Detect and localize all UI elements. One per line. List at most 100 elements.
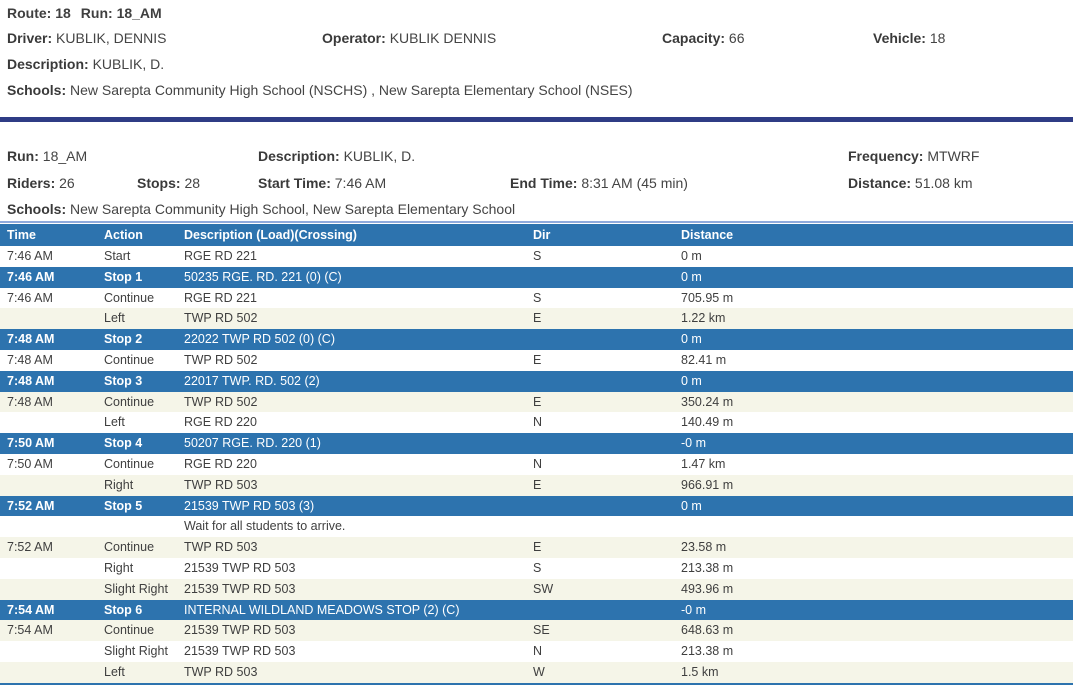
distance-cell: 0 m — [681, 498, 702, 513]
stops-value: 28 — [184, 175, 201, 191]
description-cell: RGE RD 220 — [184, 456, 257, 471]
route-description-field: Description: KUBLIK, D. — [7, 56, 164, 72]
stops-field: Stops: 28 — [137, 175, 200, 191]
action-cell: Stop 3 — [104, 373, 143, 388]
dir-cell: E — [533, 540, 542, 555]
start-time-label: Start Time: — [258, 175, 331, 191]
driver-label: Driver: — [7, 30, 53, 46]
description-cell: RGE RD 221 — [184, 290, 257, 305]
description-cell: TWP RD 503 — [184, 664, 258, 679]
description-label: Description: — [7, 56, 89, 72]
stop-row: 7:54 AM Stop 6 INTERNAL WILDLAND MEADOWS S… — [0, 599, 1073, 621]
time-cell: 7:48 AM — [7, 394, 53, 409]
direction-row: 7:48 AM Continue TWP RD 502 E 350.24 m — [0, 391, 1073, 413]
distance-cell: 140.49 m — [681, 415, 734, 430]
description-cell: Wait for all students to arrive. — [184, 519, 346, 534]
distance-value: 51.08 km — [914, 175, 973, 191]
distance-label: Distance: — [848, 175, 912, 191]
description-cell: 50235 RGE. RD. 221 (0) (C) — [184, 269, 342, 284]
time-cell: 7:52 AM — [7, 498, 55, 513]
action-cell: Stop 4 — [104, 436, 143, 451]
next-stop-row-partial — [0, 682, 1073, 685]
description-cell: TWP RD 503 — [184, 477, 258, 492]
dir-cell: S — [533, 560, 542, 575]
time-cell — [0, 475, 104, 496]
dir-cell: S — [533, 290, 542, 305]
description-cell: 21539 TWP RD 503 — [184, 623, 296, 638]
action-cell: Continue — [104, 456, 155, 471]
route-run-title: Route: 18 Run: 18_AM — [7, 5, 162, 21]
time-cell: 7:46 AM — [7, 269, 55, 284]
run-schools-value: New Sarepta Community High School, New S… — [70, 201, 516, 217]
action-cell: Stop 2 — [104, 332, 143, 347]
dir-cell — [533, 371, 681, 392]
route-directions-table: Time Action Description (Load)(Crossing)… — [0, 224, 1073, 683]
end-time-label: End Time: — [510, 175, 578, 191]
description-cell: TWP RD 502 — [184, 311, 258, 326]
run-description-value: KUBLIK, D. — [343, 148, 416, 164]
direction-row: Left RGE RD 220 N 140.49 m — [0, 412, 1073, 434]
distance-cell: 213.38 m — [681, 560, 734, 575]
vehicle-label: Vehicle: — [873, 30, 926, 46]
distance-column-header: Distance — [681, 228, 734, 242]
description-cell: INTERNAL WILDLAND MEADOWS STOP (2) (C) — [184, 602, 460, 617]
operator-label: Operator: — [322, 30, 386, 46]
section-divider — [0, 117, 1073, 122]
stop-row: 7:48 AM Stop 3 22017 TWP. RD. 502 (2) 0 m — [0, 370, 1073, 392]
driver-field: Driver: KUBLIK, DENNIS — [7, 30, 167, 46]
time-cell: 7:48 AM — [7, 352, 53, 367]
direction-row: 7:48 AM Continue TWP RD 502 E 82.41 m — [0, 349, 1073, 371]
description-column-header: Description (Load)(Crossing) — [184, 228, 357, 242]
description-cell: 22022 TWP RD 502 (0) (C) — [184, 332, 335, 347]
time-cell — [0, 579, 104, 600]
route-label: Route: — [7, 5, 52, 21]
description-cell: RGE RD 220 — [184, 415, 257, 430]
riders-value: 26 — [59, 175, 75, 191]
description-cell: 22017 TWP. RD. 502 (2) — [184, 373, 320, 388]
dir-cell: E — [533, 477, 542, 492]
end-time-value: 8:31 AM (45 min) — [581, 175, 688, 191]
dir-cell: E — [533, 394, 542, 409]
start-time-value: 7:46 AM — [334, 175, 387, 191]
time-cell: 7:46 AM — [7, 249, 53, 263]
description-value: KUBLIK, D. — [92, 56, 165, 72]
time-cell: 7:54 AM — [7, 623, 53, 638]
schools-label: Schools: — [7, 82, 67, 98]
operator-value: KUBLIK DENNIS — [389, 30, 497, 46]
dir-cell: SW — [533, 581, 554, 596]
direction-row: 7:50 AM Continue RGE RD 220 N 1.47 km — [0, 453, 1073, 475]
dir-cell — [533, 600, 681, 621]
distance-cell: 1.22 km — [681, 311, 726, 326]
direction-row: Left TWP RD 502 E 1.22 km — [0, 308, 1073, 330]
route-value: 18 — [55, 5, 71, 21]
description-cell: TWP RD 502 — [184, 352, 258, 367]
start-time-field: Start Time: 7:46 AM — [258, 175, 386, 191]
distance-cell: 0 m — [681, 249, 702, 263]
distance-cell: 23.58 m — [681, 540, 727, 555]
distance-cell: 1.5 km — [681, 664, 719, 679]
time-cell — [0, 662, 104, 683]
time-cell — [0, 308, 104, 329]
dir-cell: E — [533, 352, 542, 367]
run-schools-label: Schools: — [7, 201, 67, 217]
dir-cell — [533, 496, 681, 517]
time-cell: 7:46 AM — [7, 290, 53, 305]
action-cell: Stop 1 — [104, 269, 143, 284]
stop-row: 7:48 AM Stop 2 22022 TWP RD 502 (0) (C) 0 m — [0, 329, 1073, 350]
direction-row: Left TWP RD 503 W 1.5 km — [0, 661, 1073, 683]
action-cell: Continue — [104, 394, 155, 409]
direction-row: Slight Right 21539 TWP RD 503 N 213.38 m — [0, 641, 1073, 662]
dir-cell — [533, 329, 681, 350]
action-cell: Left — [104, 664, 125, 679]
description-cell: 50207 RGE. RD. 220 (1) — [184, 436, 321, 451]
dir-cell: N — [533, 415, 543, 430]
dir-cell: S — [533, 249, 542, 263]
riders-label: Riders: — [7, 175, 56, 191]
distance-cell: -0 m — [681, 436, 706, 451]
route-schools-field: Schools: New Sarepta Community High Scho… — [7, 82, 633, 98]
action-cell: Slight Right — [104, 581, 168, 596]
dir-cell — [533, 267, 681, 288]
action-cell: Left — [104, 415, 125, 430]
action-cell: Right — [104, 560, 134, 575]
